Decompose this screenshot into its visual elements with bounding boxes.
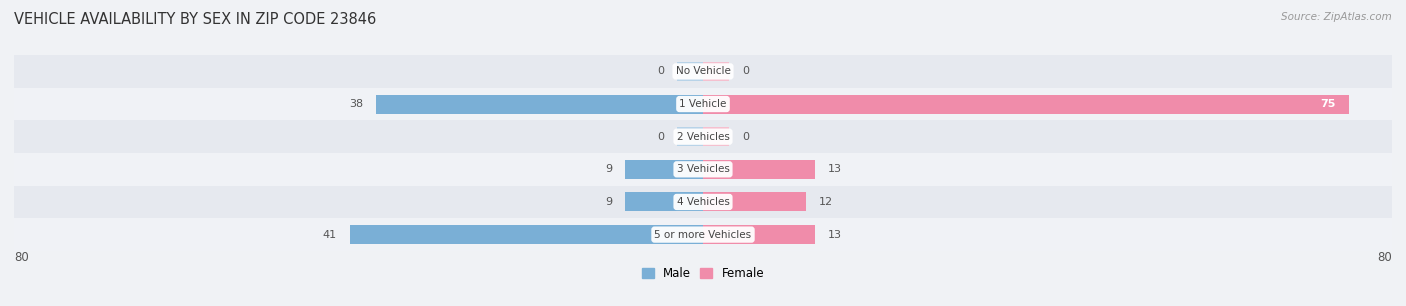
Text: 3 Vehicles: 3 Vehicles [676,164,730,174]
Text: 0: 0 [742,66,749,76]
Bar [703,95,1348,114]
Text: VEHICLE AVAILABILITY BY SEX IN ZIP CODE 23846: VEHICLE AVAILABILITY BY SEX IN ZIP CODE … [14,12,377,27]
Bar [703,192,807,211]
Bar [350,225,703,244]
Text: 13: 13 [828,164,842,174]
Bar [375,95,703,114]
Bar [626,192,703,211]
Bar [14,120,1392,153]
Bar [14,153,1392,186]
Text: 38: 38 [349,99,363,109]
Bar [14,55,1392,88]
Text: 0: 0 [657,66,664,76]
Text: Source: ZipAtlas.com: Source: ZipAtlas.com [1281,12,1392,22]
Bar [14,186,1392,218]
Text: 41: 41 [323,230,337,240]
Text: 5 or more Vehicles: 5 or more Vehicles [654,230,752,240]
Text: 80: 80 [14,251,28,264]
Text: 0: 0 [742,132,749,142]
Text: 80: 80 [1378,251,1392,264]
Bar [14,88,1392,120]
Bar [678,127,703,146]
Text: 9: 9 [606,197,613,207]
Text: No Vehicle: No Vehicle [675,66,731,76]
Bar [14,218,1392,251]
Text: 2 Vehicles: 2 Vehicles [676,132,730,142]
Bar [703,62,728,81]
Bar [678,62,703,81]
Text: 75: 75 [1320,99,1336,109]
Text: 13: 13 [828,230,842,240]
Legend: Male, Female: Male, Female [641,267,765,280]
Text: 0: 0 [657,132,664,142]
Bar [703,225,815,244]
Text: 9: 9 [606,164,613,174]
Bar [703,127,728,146]
Bar [626,160,703,179]
Bar [703,160,815,179]
Text: 4 Vehicles: 4 Vehicles [676,197,730,207]
Text: 1 Vehicle: 1 Vehicle [679,99,727,109]
Text: 12: 12 [820,197,834,207]
